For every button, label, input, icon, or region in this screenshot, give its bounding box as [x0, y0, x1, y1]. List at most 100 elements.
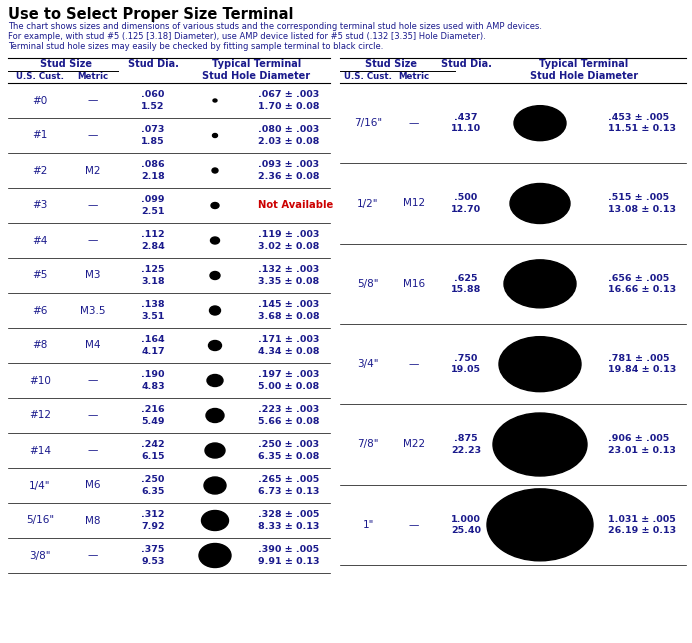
Ellipse shape: [210, 237, 219, 244]
Text: .119 ± .003
3.02 ± 0.08: .119 ± .003 3.02 ± 0.08: [258, 230, 320, 251]
Text: M3.5: M3.5: [80, 305, 106, 316]
Text: Metric: Metric: [78, 72, 109, 81]
Text: .086
2.18: .086 2.18: [141, 161, 165, 181]
Text: #3: #3: [33, 201, 48, 210]
Ellipse shape: [212, 168, 218, 173]
Text: Stud Size: Stud Size: [41, 59, 93, 69]
Text: M16: M16: [403, 279, 425, 289]
Text: —: —: [88, 410, 98, 421]
Text: #6: #6: [33, 305, 48, 316]
Text: —: —: [409, 520, 419, 530]
Ellipse shape: [504, 260, 576, 308]
Text: .453 ± .005
11.51 ± 0.13: .453 ± .005 11.51 ± 0.13: [608, 113, 676, 133]
Ellipse shape: [204, 477, 226, 494]
Text: —: —: [88, 446, 98, 455]
Text: .625
15.88: .625 15.88: [450, 274, 481, 294]
Ellipse shape: [213, 99, 217, 102]
Text: —: —: [88, 550, 98, 561]
Text: #5: #5: [33, 271, 48, 280]
Text: Stud Dia.: Stud Dia.: [127, 59, 179, 69]
Text: The chart shows sizes and dimensions of various studs and the corresponding term: The chart shows sizes and dimensions of …: [8, 22, 542, 31]
Text: U.S. Cust.: U.S. Cust.: [344, 72, 392, 81]
Text: .875
22.23: .875 22.23: [451, 435, 481, 455]
Text: #8: #8: [33, 341, 48, 350]
Ellipse shape: [493, 413, 587, 476]
Text: 1.031 ± .005
26.19 ± 0.13: 1.031 ± .005 26.19 ± 0.13: [608, 515, 676, 535]
Text: .312
7.92: .312 7.92: [141, 511, 165, 530]
Text: .250 ± .003
6.35 ± 0.08: .250 ± .003 6.35 ± 0.08: [258, 440, 320, 460]
Text: .145 ± .003
3.68 ± 0.08: .145 ± .003 3.68 ± 0.08: [258, 300, 320, 321]
Text: 7/16": 7/16": [354, 118, 382, 128]
Text: #2: #2: [33, 165, 48, 176]
Ellipse shape: [212, 134, 217, 138]
Text: #0: #0: [33, 96, 48, 105]
Text: 1/4": 1/4": [29, 480, 51, 491]
Text: .265 ± .005
6.73 ± 0.13: .265 ± .005 6.73 ± 0.13: [258, 475, 320, 496]
Text: M22: M22: [403, 440, 425, 449]
Text: .080 ± .003
2.03 ± 0.08: .080 ± .003 2.03 ± 0.08: [258, 125, 320, 145]
Text: #4: #4: [33, 235, 48, 246]
Text: .099
2.51: .099 2.51: [141, 195, 165, 215]
Text: .500
12.70: .500 12.70: [451, 194, 481, 213]
Text: 3/8": 3/8": [29, 550, 51, 561]
Text: M8: M8: [85, 516, 101, 525]
Text: .656 ± .005
16.66 ± 0.13: .656 ± .005 16.66 ± 0.13: [608, 274, 676, 294]
Text: Typical Terminal
Stud Hole Diameter: Typical Terminal Stud Hole Diameter: [203, 59, 311, 80]
Text: M4: M4: [85, 341, 101, 350]
Text: .781 ± .005
19.84 ± 0.13: .781 ± .005 19.84 ± 0.13: [608, 354, 676, 374]
Text: —: —: [409, 359, 419, 369]
Ellipse shape: [201, 511, 228, 530]
Text: .190
4.83: .190 4.83: [141, 370, 165, 390]
Text: Not Available: Not Available: [258, 201, 334, 210]
Text: Metric: Metric: [399, 72, 430, 81]
Text: M12: M12: [403, 199, 425, 208]
Ellipse shape: [205, 443, 225, 458]
Text: .197 ± .003
5.00 ± 0.08: .197 ± .003 5.00 ± 0.08: [258, 370, 320, 390]
Ellipse shape: [499, 337, 581, 392]
Text: .437
11.10: .437 11.10: [451, 113, 481, 133]
Ellipse shape: [206, 408, 224, 422]
Text: Terminal stud hole sizes may easily be checked by fitting sample terminal to bla: Terminal stud hole sizes may easily be c…: [8, 42, 383, 51]
Text: .375
9.53: .375 9.53: [141, 545, 165, 566]
Text: 3/4": 3/4": [357, 359, 379, 369]
Text: .328 ± .005
8.33 ± 0.13: .328 ± .005 8.33 ± 0.13: [258, 511, 320, 530]
Text: .216
5.49: .216 5.49: [141, 406, 165, 426]
Text: .060
1.52: .060 1.52: [141, 91, 165, 111]
Text: .093 ± .003
2.36 ± 0.08: .093 ± .003 2.36 ± 0.08: [258, 161, 320, 181]
Text: For example, with stud #5 (.125 [3.18] Diameter), use AMP device listed for #5 s: For example, with stud #5 (.125 [3.18] D…: [8, 32, 486, 41]
Text: .750
19.05: .750 19.05: [451, 354, 481, 374]
Ellipse shape: [208, 341, 221, 350]
Text: M6: M6: [85, 480, 101, 491]
Ellipse shape: [510, 183, 570, 224]
Text: 7/8": 7/8": [357, 440, 379, 449]
Text: 1/2": 1/2": [357, 199, 379, 208]
Text: —: —: [88, 201, 98, 210]
Ellipse shape: [199, 543, 231, 568]
Text: .515 ± .005
13.08 ± 0.13: .515 ± .005 13.08 ± 0.13: [608, 194, 676, 213]
Ellipse shape: [207, 374, 223, 386]
Text: —: —: [88, 376, 98, 386]
Ellipse shape: [487, 489, 593, 561]
Text: 1": 1": [363, 520, 374, 530]
Text: 5/8": 5/8": [357, 279, 379, 289]
Text: —: —: [88, 131, 98, 141]
Ellipse shape: [211, 203, 219, 208]
Text: M2: M2: [85, 165, 101, 176]
Text: M3: M3: [85, 271, 101, 280]
Text: .138
3.51: .138 3.51: [141, 300, 165, 321]
Text: .164
4.17: .164 4.17: [141, 336, 165, 356]
Text: .171 ± .003
4.34 ± 0.08: .171 ± .003 4.34 ± 0.08: [258, 336, 320, 356]
Text: —: —: [88, 235, 98, 246]
Ellipse shape: [210, 306, 221, 315]
Text: .223 ± .003
5.66 ± 0.08: .223 ± .003 5.66 ± 0.08: [258, 406, 320, 426]
Text: #1: #1: [33, 131, 48, 141]
Text: .132 ± .003
3.35 ± 0.08: .132 ± .003 3.35 ± 0.08: [258, 266, 319, 285]
Text: .112
2.84: .112 2.84: [141, 230, 165, 251]
Text: #10: #10: [29, 376, 51, 386]
Text: .250
6.35: .250 6.35: [141, 475, 165, 496]
Text: .073
1.85: .073 1.85: [141, 125, 165, 145]
Text: Stud Dia.: Stud Dia.: [441, 59, 491, 69]
Text: Use to Select Proper Size Terminal: Use to Select Proper Size Terminal: [8, 7, 293, 22]
Text: U.S. Cust.: U.S. Cust.: [16, 72, 64, 81]
Text: .242
6.15: .242 6.15: [141, 440, 165, 460]
